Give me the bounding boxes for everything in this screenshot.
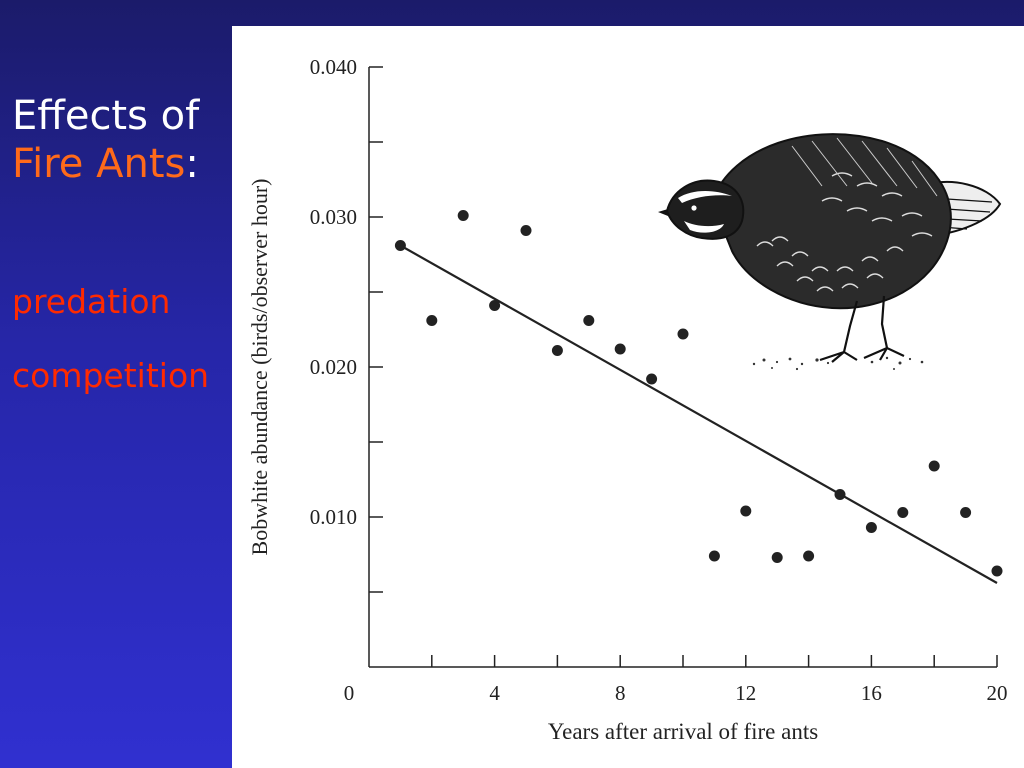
- data-point: [740, 505, 752, 517]
- slide-title-text: Effects of: [12, 93, 200, 139]
- data-point: [646, 373, 658, 385]
- x-tick-label: 4: [489, 681, 500, 705]
- y-axis-label: Bobwhite abundance (birds/observer hour): [247, 179, 272, 556]
- x-tick-label: 0: [344, 681, 355, 705]
- chart-ticks: 0.010 0.020 0.030 0.040 0 4 8 12 16 20: [310, 55, 1008, 705]
- data-point: [928, 460, 940, 472]
- data-points: [394, 210, 1003, 577]
- slide-title-accent: Fire Ants: [12, 141, 186, 187]
- x-tick-label: 16: [861, 681, 882, 705]
- chart-panel: 0.010 0.020 0.030 0.040 0 4 8 12 16 20 Years afte…: [232, 26, 1024, 768]
- data-point: [614, 343, 626, 355]
- data-point: [457, 210, 469, 221]
- data-point: [583, 315, 595, 326]
- data-point: [520, 225, 532, 236]
- y-tick-label: 0.020: [310, 355, 357, 379]
- data-point: [708, 550, 720, 562]
- data-point: [897, 507, 909, 518]
- x-tick-label: 20: [987, 681, 1008, 705]
- data-point: [865, 522, 877, 533]
- y-tick-label: 0.040: [310, 55, 357, 79]
- data-point: [489, 300, 501, 311]
- y-tick-label: 0.030: [310, 205, 357, 229]
- data-point: [394, 240, 406, 251]
- data-point: [960, 507, 972, 518]
- x-tick-label: 8: [615, 681, 626, 705]
- data-point: [677, 328, 689, 340]
- trend-line-group: [399, 244, 998, 584]
- data-point: [991, 565, 1003, 577]
- x-tick-label: 12: [735, 681, 756, 705]
- data-point: [834, 489, 846, 500]
- bobwhite-quail-drawing: [658, 133, 1002, 371]
- trend-line: [399, 244, 998, 584]
- data-point: [551, 345, 563, 356]
- data-point: [771, 552, 783, 563]
- x-axis-label: Years after arrival of fire ants: [548, 719, 818, 744]
- slide-title-colon: :: [185, 141, 199, 187]
- data-point: [426, 315, 438, 326]
- slide-title: Effects of Fire Ants:: [12, 92, 227, 188]
- bullet-competition: competition: [12, 356, 210, 395]
- scatter-chart: 0.010 0.020 0.030 0.040 0 4 8 12 16 20 Years afte…: [247, 55, 1008, 744]
- bullet-predation: predation: [12, 282, 171, 321]
- y-tick-label: 0.010: [310, 505, 357, 529]
- data-point: [803, 550, 815, 562]
